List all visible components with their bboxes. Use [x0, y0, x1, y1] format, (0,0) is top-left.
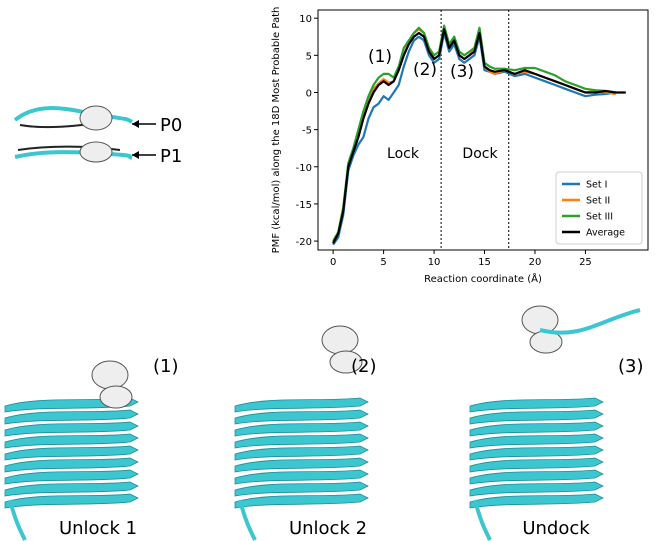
beta-strand — [4, 433, 139, 449]
beta-strand — [469, 433, 604, 449]
ligand — [99, 385, 133, 409]
y-tick-label: -20 — [296, 237, 312, 248]
series-line — [332, 28, 626, 244]
y-tick-label: 5 — [306, 51, 312, 62]
y-tick-label: -5 — [302, 126, 312, 137]
y-tick-label: 10 — [299, 14, 312, 25]
beta-strand — [234, 397, 369, 413]
ligand — [521, 305, 559, 335]
beta-strand — [4, 421, 139, 437]
fibril-structures — [4, 305, 641, 541]
beta-strand — [469, 493, 604, 509]
panel-caption: Undock — [522, 518, 590, 539]
x-tick-label: 20 — [529, 257, 542, 268]
y-tick-label: -10 — [296, 163, 312, 174]
panel-number: (3) — [618, 356, 644, 377]
beta-strand — [234, 469, 369, 485]
x-tick-label: 15 — [478, 257, 491, 268]
beta-strand — [234, 493, 369, 509]
series-line — [332, 24, 616, 242]
legend-label: Set II — [586, 196, 610, 207]
ligand — [329, 350, 363, 374]
beta-strand — [4, 445, 139, 461]
annotation: (1) — [368, 47, 392, 67]
beta-strand — [234, 457, 369, 473]
beta-strand — [234, 481, 369, 497]
y-tick-label: -15 — [296, 200, 312, 211]
annotation: Dock — [462, 146, 498, 162]
annotation: (2) — [413, 60, 437, 80]
beta-strand — [469, 445, 604, 461]
panel-caption: Unlock 1 — [59, 518, 137, 539]
beta-strand — [234, 433, 369, 449]
beta-strand — [469, 397, 604, 413]
beta-strand — [234, 421, 369, 437]
loop — [8, 499, 27, 541]
x-axis-label: Reaction coordinate (Å) — [424, 272, 542, 285]
panel-number: (1) — [153, 356, 179, 377]
pointer-label: P0 — [160, 115, 182, 136]
beta-strand — [4, 469, 139, 485]
loop — [473, 499, 492, 541]
small-structure — [13, 105, 156, 163]
legend-box — [555, 171, 643, 245]
x-tick-label: 25 — [579, 257, 592, 268]
x-tick-label: 10 — [428, 257, 441, 268]
beta-strand — [4, 457, 139, 473]
beta-strand — [469, 409, 604, 425]
y-axis-label: PMF (kcal/mol) along the 18D Most Probab… — [271, 7, 282, 254]
beta-strand — [234, 409, 369, 425]
legend-label: Average — [586, 228, 625, 239]
annotation: (3) — [450, 62, 474, 82]
ligand — [321, 325, 359, 355]
beta-strand — [469, 421, 604, 437]
beta-strand — [4, 493, 139, 509]
loop — [539, 308, 641, 335]
beta-strand — [469, 481, 604, 497]
panel-number: (2) — [351, 356, 377, 377]
beta-strand — [4, 409, 139, 425]
beta-strand — [469, 469, 604, 485]
beta-strand — [469, 457, 604, 473]
legend-label: Set I — [586, 180, 607, 191]
y-tick-label: 0 — [306, 88, 312, 99]
loop — [238, 499, 257, 541]
beta-strand — [4, 481, 139, 497]
legend-label: Set III — [586, 212, 613, 223]
beta-strand — [234, 445, 369, 461]
x-tick-label: 0 — [330, 257, 336, 268]
x-tick-label: 5 — [380, 257, 386, 268]
panel-caption: Unlock 2 — [289, 518, 367, 539]
annotation: Lock — [387, 146, 420, 162]
ligand — [91, 360, 129, 390]
pointer-label: P1 — [160, 146, 182, 167]
